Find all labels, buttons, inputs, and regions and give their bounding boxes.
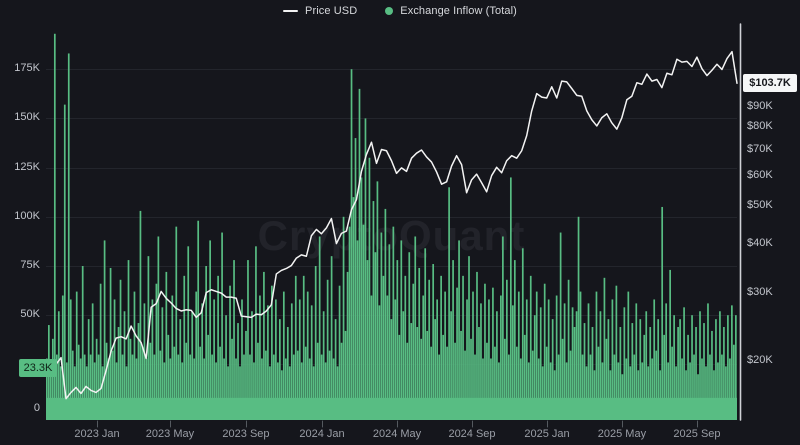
x-axis-tick: 2025 May (597, 428, 647, 440)
y-axis-left: 175K 150K 125K 100K 75K 50K 0 (0, 0, 40, 445)
y-axis-tick-right: $40K (747, 237, 773, 249)
y-axis-tick-right: $80K (747, 120, 773, 132)
legend-item-price[interactable]: Price USD (283, 5, 357, 17)
x-axis-tick: 2025 Sep (673, 428, 721, 440)
x-axis: 2023 Jan 2023 May 2023 Sep 2024 Jan 2024 May… (0, 428, 800, 444)
chart-legend: Price USD Exchange Inflow (Total) (0, 2, 800, 20)
x-axis-tick: 2025 Jan (524, 428, 570, 440)
y-axis-tick-right: $60K (747, 168, 773, 181)
x-axis-tick: 2024 Sep (448, 428, 496, 440)
current-price-badge: $103.7K (743, 74, 797, 93)
y-axis-tick-left: 0 (33, 401, 40, 414)
legend-inflow-label: Exchange Inflow (Total) (400, 5, 517, 17)
current-inflow-badge: 23.3K (19, 358, 57, 377)
y-axis-tick-right: $50K (747, 199, 773, 212)
x-axis-tick: 2023 May (145, 428, 195, 440)
x-axis-tick: 2024 May (372, 428, 422, 440)
y-axis-tick-left: 50K (20, 308, 40, 321)
x-axis-tick: 2024 Jan (299, 428, 345, 440)
legend-price-label: Price USD (305, 5, 358, 17)
dot-series-icon (385, 7, 394, 15)
x-axis-tick: 2023 Sep (222, 428, 270, 440)
y-axis-right: $90K $80K $70K $60K $50K $40K $30K $20K (747, 0, 800, 445)
y-axis-tick-right: $70K (747, 142, 773, 155)
y-axis-tick-left: 100K (14, 209, 40, 222)
line-series-icon (283, 10, 299, 12)
y-axis-tick-right: $90K (747, 100, 773, 113)
y-axis-tick-left: 75K (20, 259, 40, 271)
y-axis-tick-left: 125K (14, 160, 40, 173)
y-axis-tick-right: $30K (747, 285, 773, 298)
y-axis-tick-left: 150K (14, 111, 40, 124)
legend-item-inflow[interactable]: Exchange Inflow (Total) (385, 5, 517, 17)
x-axis-tick: 2023 Jan (74, 428, 120, 440)
y-axis-tick-right: $20K (747, 354, 773, 366)
y-axis-tick-left: 175K (14, 62, 40, 75)
